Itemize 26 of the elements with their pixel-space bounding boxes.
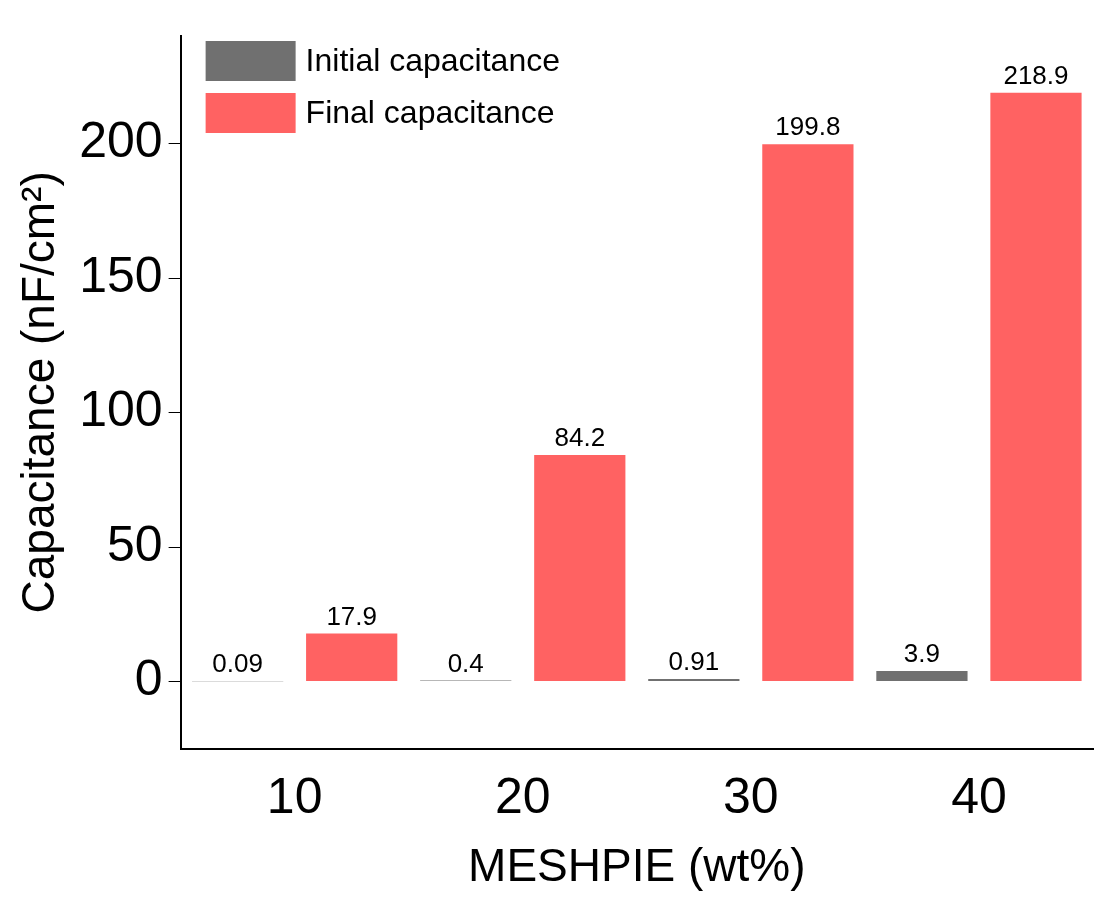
y-tick-label: 0 (134, 650, 163, 707)
y-tick-label: 100 (79, 381, 163, 438)
bar (762, 144, 854, 682)
data-label: 3.9 (903, 638, 941, 669)
data-label: 199.8 (775, 111, 841, 142)
x-axis-title: MESHPIE (wt%) (468, 839, 806, 892)
x-tick-label: 20 (494, 767, 551, 824)
x-tick-label: 10 (266, 767, 323, 824)
bar (990, 92, 1082, 682)
y-tick-label: 50 (107, 515, 163, 572)
y-axis-title: Capacitance (nF/cm²) (12, 171, 65, 614)
y-tick-label: 200 (79, 112, 163, 169)
data-label: 218.9 (1003, 59, 1069, 90)
bar (306, 633, 398, 682)
legend-label: Final capacitance (305, 93, 555, 130)
data-label: 84.2 (554, 422, 606, 453)
data-label: 0.91 (668, 646, 720, 677)
bar (534, 455, 626, 682)
data-label: 17.9 (326, 600, 377, 631)
data-label: 0.09 (212, 648, 263, 679)
x-tick-label: 40 (951, 767, 1007, 824)
data-label: 0.4 (447, 647, 484, 678)
bar (876, 671, 968, 682)
x-tick-label: 30 (723, 767, 779, 824)
y-tick-label: 150 (79, 246, 163, 303)
legend-label: Initial capacitance (305, 41, 560, 78)
